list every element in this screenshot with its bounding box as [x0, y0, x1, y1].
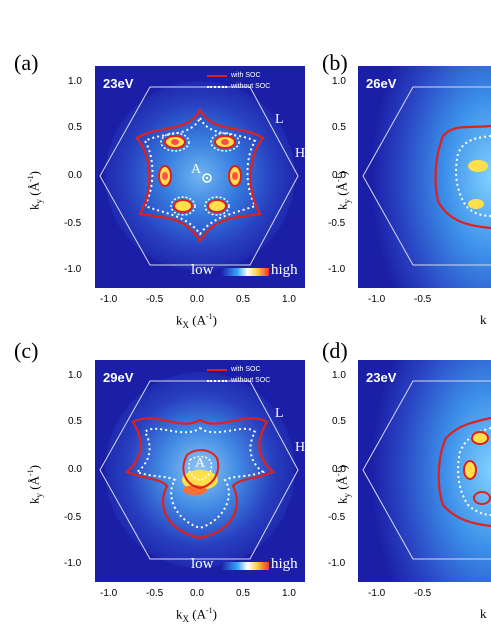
xtick-c-4: 0.5	[236, 588, 250, 599]
xtick-a-4: 0.5	[236, 294, 250, 305]
xtick-c-3: 0.0	[190, 588, 204, 599]
legend-without-soc: without SOC	[231, 83, 271, 90]
legend-a: with SOC without SOC	[207, 70, 270, 92]
xtick-c-1: -1.0	[100, 588, 118, 599]
arpes-map-d-svg	[358, 360, 491, 582]
ytick-b-3: 0.0	[332, 170, 346, 181]
ytick-a-3: 0.0	[68, 170, 82, 181]
ytick-d-5: -1.0	[328, 558, 346, 569]
xtick-d-1: -1.0	[368, 588, 386, 599]
arpes-map-c: 29eV with SOC without SOC L H A low high	[95, 360, 305, 582]
ytick-b-5: -1.0	[328, 264, 346, 275]
ytick-b-4: -0.5	[328, 218, 346, 229]
xtick-b-1: -1.0	[368, 294, 386, 305]
ytick-d-4: -0.5	[328, 512, 346, 523]
arpes-map-c-svg	[95, 360, 305, 582]
ytick-a-2: 0.5	[68, 122, 82, 133]
ytick-c-2: 0.5	[68, 416, 82, 427]
panel-label-b: (b)	[322, 50, 348, 75]
xlabel-a: kX (A-1)	[176, 312, 217, 330]
ytick-b-1: 1.0	[332, 76, 346, 87]
panel-label-d: (d)	[322, 338, 348, 363]
point-H-c: H	[295, 440, 305, 455]
legend-with-soc: with SOC	[231, 72, 261, 79]
ytick-d-1: 1.0	[332, 370, 346, 381]
xtick-c-5: 1.0	[282, 588, 296, 599]
arpes-map-b-svg	[358, 66, 491, 288]
ytick-c-1: 1.0	[68, 370, 82, 381]
ytick-a-5: -1.0	[64, 264, 82, 275]
ytick-c-3: 0.0	[68, 464, 82, 475]
point-H-a: H	[295, 146, 305, 161]
ytick-d-3: 0.0	[332, 464, 346, 475]
ylabel-c: ky (Å-1)	[26, 465, 44, 504]
legend-c: with SOC without SOC	[207, 364, 270, 386]
arpes-map-a: 23eV with SOC without SOC L H A low high	[95, 66, 305, 288]
energy-label-b: 26eV	[366, 76, 397, 91]
ytick-c-4: -0.5	[64, 512, 82, 523]
xtick-a-2: -0.5	[146, 294, 164, 305]
ylabel-d: ky (Å-1)	[334, 465, 352, 504]
colorbar-high-a: high	[271, 262, 298, 278]
ylabel-b: ky (Å-1)	[334, 171, 352, 210]
xtick-a-3: 0.0	[190, 294, 204, 305]
point-L-c: L	[275, 406, 284, 421]
xlabel-b: k	[480, 312, 487, 327]
energy-label-c: 29eV	[103, 370, 134, 385]
xtick-a-1: -1.0	[100, 294, 118, 305]
legend-with-soc-c: with SOC	[231, 366, 261, 373]
colorbar-low-c: low	[191, 556, 214, 572]
ylabel-a: ky (Å-1)	[26, 171, 44, 210]
panel-label-a: (a)	[14, 50, 39, 75]
xtick-a-5: 1.0	[282, 294, 296, 305]
ytick-c-5: -1.0	[64, 558, 82, 569]
xlabel-d: k	[480, 606, 487, 621]
colorbar-low-a: low	[191, 262, 214, 278]
xlabel-c: kX (A-1)	[176, 606, 217, 624]
point-A-c: A	[195, 456, 206, 471]
arpes-map-d: 23eV	[358, 360, 491, 582]
legend-without-soc-c: without SOC	[231, 377, 271, 384]
xtick-d-2: -0.5	[414, 588, 432, 599]
xtick-b-2: -0.5	[414, 294, 432, 305]
point-A-a: A	[191, 162, 202, 177]
point-L-a: L	[275, 112, 284, 127]
energy-label-d: 23eV	[366, 370, 397, 385]
panel-label-c: (c)	[14, 338, 39, 363]
colorbar-high-c: high	[271, 556, 298, 572]
arpes-map-b: 26eV	[358, 66, 491, 288]
ytick-d-2: 0.5	[332, 416, 346, 427]
ytick-b-2: 0.5	[332, 122, 346, 133]
energy-label-a: 23eV	[103, 76, 134, 91]
arpes-map-a-svg	[95, 66, 305, 288]
ytick-a-4: -0.5	[64, 218, 82, 229]
xtick-c-2: -0.5	[146, 588, 164, 599]
ytick-a-1: 1.0	[68, 76, 82, 87]
